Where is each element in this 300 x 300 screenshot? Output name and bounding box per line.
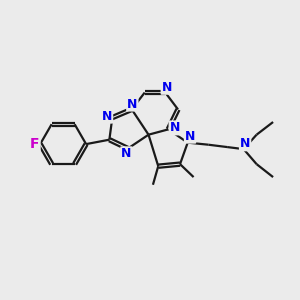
Text: N: N (169, 122, 180, 134)
Text: N: N (240, 137, 250, 150)
Text: N: N (127, 98, 137, 111)
Text: N: N (121, 147, 132, 160)
Text: N: N (185, 130, 195, 143)
Text: N: N (162, 81, 172, 94)
Text: F: F (30, 137, 40, 151)
Text: N: N (102, 110, 112, 123)
